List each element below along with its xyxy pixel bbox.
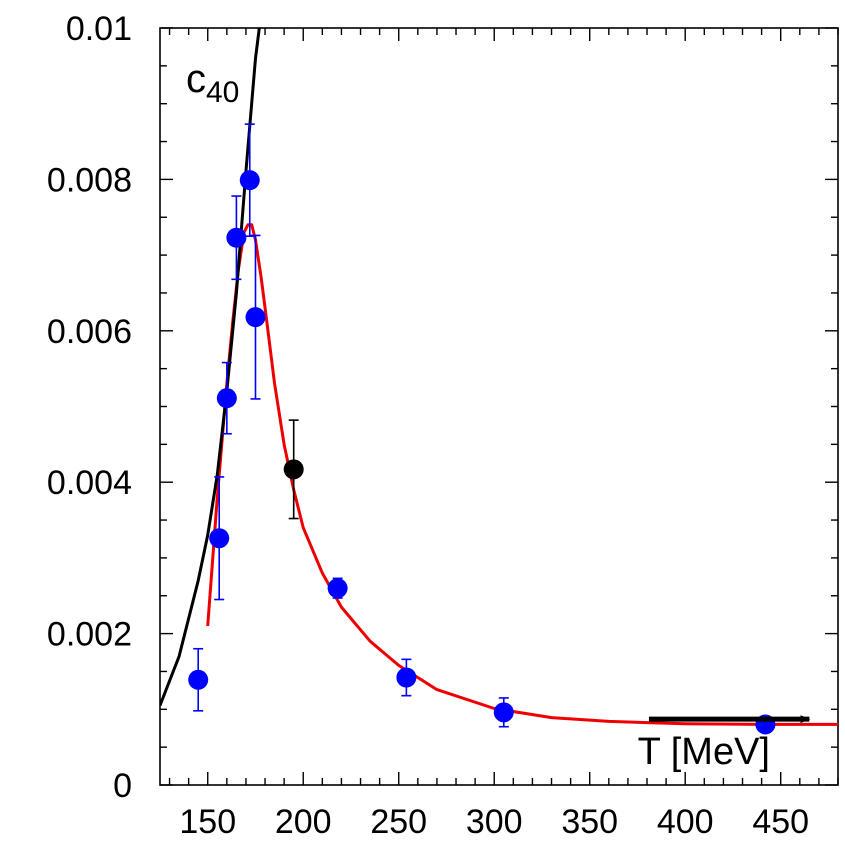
blue-data-point xyxy=(188,647,209,712)
point-marker xyxy=(493,702,514,723)
point-marker xyxy=(327,578,348,599)
point-marker xyxy=(188,669,209,690)
y-tick-labels: 0 0.002 0.004 0.006 0.008 0.01 xyxy=(47,10,132,805)
y-tick-label: 0.006 xyxy=(47,313,132,351)
plot-border xyxy=(159,27,839,786)
black-data-point xyxy=(283,419,304,520)
x-tick-label: 350 xyxy=(561,803,618,841)
point-marker xyxy=(209,528,230,549)
x-tick-labels: 150 200 250 300 350 400 450 xyxy=(179,803,809,841)
blue-data-point xyxy=(493,697,514,728)
point-marker xyxy=(239,170,260,191)
point-marker xyxy=(283,459,304,480)
x-tick-label: 400 xyxy=(657,803,714,841)
y-tick-label: 0 xyxy=(113,767,132,805)
blue-data-point xyxy=(209,476,230,601)
point-marker xyxy=(396,667,417,688)
point-marker xyxy=(245,307,266,328)
point-marker xyxy=(226,227,247,248)
blue-data-point xyxy=(239,123,260,237)
x-tick-label: 150 xyxy=(179,803,236,841)
y-tick-label: 0.002 xyxy=(47,616,132,654)
series-label-main: c xyxy=(186,57,206,101)
blue-data-point xyxy=(216,361,237,435)
y-tick-label: 0.01 xyxy=(66,10,132,48)
blue-data-point xyxy=(396,658,417,697)
axis-ticks xyxy=(160,27,839,786)
red-fit-curve xyxy=(206,223,838,726)
fit-curves xyxy=(160,28,838,726)
x-tick-label: 300 xyxy=(466,803,523,841)
axis-arrow-label: T [MeV] xyxy=(638,731,770,773)
x-tick-label: 200 xyxy=(275,803,332,841)
y-tick-label: 0.004 xyxy=(47,464,132,502)
series-label-sub: 40 xyxy=(206,76,239,109)
blue-data-point xyxy=(327,577,348,599)
y-tick-label: 0.008 xyxy=(47,161,132,199)
series-label-c40: c40 xyxy=(186,57,239,109)
blue-data-point xyxy=(245,234,266,400)
point-marker xyxy=(216,388,237,409)
data-points xyxy=(188,123,776,735)
plot-frame xyxy=(159,27,839,786)
x-tick-label: 450 xyxy=(752,803,809,841)
blue-data-point xyxy=(226,195,247,281)
x-tick-label: 250 xyxy=(370,803,427,841)
